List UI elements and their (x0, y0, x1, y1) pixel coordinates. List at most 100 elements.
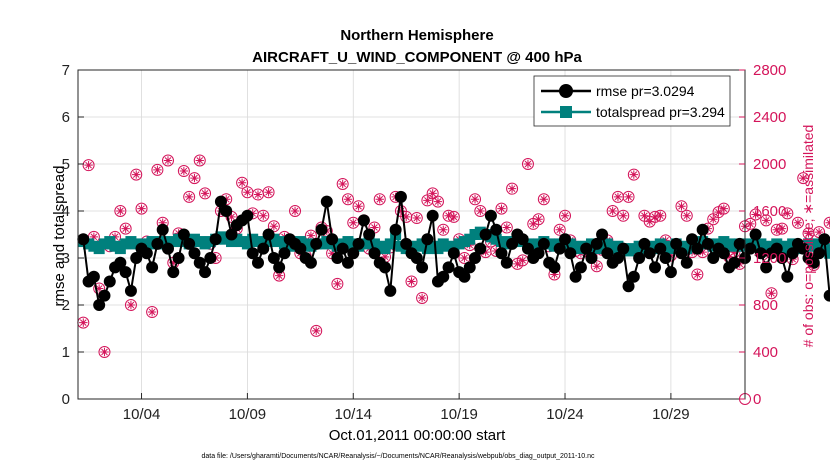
rmse-point (410, 252, 423, 264)
rmse-point (696, 223, 709, 236)
obs-assimilated-point (380, 252, 390, 262)
x-tick-label: 10/24 (546, 406, 584, 423)
rmse-point (146, 261, 159, 274)
obs-assimilated-point (179, 166, 189, 176)
rmse-point (506, 237, 519, 250)
rmse-point (294, 242, 307, 255)
rmse-point (341, 256, 354, 269)
obs-assimilated-point (396, 206, 406, 216)
rmse-point (728, 256, 741, 269)
rmse-point (251, 256, 264, 269)
rmse-point (818, 233, 830, 246)
obs-possible-point (495, 202, 508, 215)
rmse-point (257, 242, 270, 255)
rmse-point (638, 237, 651, 250)
obs-assimilated-point (730, 247, 739, 257)
obs-assimilated-point (714, 207, 723, 217)
obs-possible-point (675, 200, 688, 213)
rmse-point (574, 261, 587, 274)
rmse-point (241, 209, 254, 222)
obs-assimilated-point (94, 284, 104, 293)
obs-assimilated-point (349, 218, 358, 227)
rmse-point (426, 209, 439, 222)
obs-assimilated-point (555, 225, 564, 234)
obs-assimilated-point (751, 210, 760, 219)
obs-assimilated-point (804, 229, 813, 238)
obs-assimilated-point (449, 212, 459, 222)
obs-assimilated-point (624, 192, 633, 202)
rmse-point (659, 252, 672, 264)
obs-assimilated-point (470, 195, 480, 204)
legend-rmse-marker (559, 84, 573, 98)
obs-possible-point (559, 209, 572, 222)
obs-assimilated-point (645, 217, 654, 226)
rmse-point (262, 228, 275, 241)
obs-possible-point (776, 222, 789, 235)
y-right-tick-label: 1600 (753, 203, 786, 220)
x-axis-label: Oct.01,2011 00:00:00 start (329, 427, 506, 444)
rmse-point (744, 242, 757, 255)
rmse-point (368, 247, 381, 260)
obs-possible-point (236, 176, 249, 189)
rmse-point (320, 195, 333, 208)
rmse-point (363, 228, 376, 241)
x-tick-label: 10/29 (652, 406, 690, 423)
y-left-tick-label: 4 (62, 203, 70, 220)
y-left-tick-label: 2 (62, 297, 70, 314)
obs-assimilated-point (126, 300, 136, 310)
obs-possible-point (161, 154, 174, 167)
rmse-point (654, 242, 667, 255)
y-left-tick-label: 3 (62, 250, 70, 267)
rmse-point (548, 261, 561, 274)
rmse-point (537, 237, 550, 250)
obs-assimilated-point (259, 211, 268, 220)
rmse-point (103, 275, 116, 288)
rmse-point (140, 247, 153, 260)
rmse-point (421, 233, 434, 246)
obs-assimilated-point (253, 190, 263, 199)
obs-possible-point (82, 159, 95, 172)
obs-possible-point (622, 190, 635, 203)
obs-possible-point (135, 202, 148, 215)
obs-assimilated-point (476, 206, 485, 216)
rmse-point (400, 237, 413, 250)
obs-possible-point (416, 291, 429, 304)
y-axis-right: 0 400 800 1200 1600 2000 2400 2800 (739, 62, 786, 408)
obs-possible-point (537, 193, 550, 206)
obs-possible-point (341, 193, 354, 206)
rmse-point (717, 247, 730, 260)
y-right-tick-label: 2400 (753, 109, 786, 126)
rmse-point (172, 252, 185, 264)
rmse-point (209, 233, 222, 246)
obs-assimilated-point (290, 206, 300, 216)
obs-possible-point (373, 193, 386, 206)
obs-assimilated-point (439, 225, 448, 234)
obs-assimilated-point (100, 347, 109, 357)
obs-assimilated-point (698, 247, 707, 257)
obs-assimilated-point (237, 178, 247, 187)
obs-assimilated-point (709, 215, 718, 224)
obs-possible-point (331, 277, 344, 290)
x-tick-label: 10/14 (334, 406, 372, 423)
obs-possible-point (146, 306, 159, 319)
obs-assimilated-point (243, 188, 252, 197)
obs-assimilated-point (613, 192, 623, 202)
obs-assimilated-point (195, 156, 204, 165)
rmse-point (352, 237, 365, 250)
rmse-point (331, 252, 344, 264)
obs-assimilated-point (502, 223, 511, 232)
rmse-point (177, 228, 190, 241)
rmse-point (357, 214, 370, 227)
obs-assimilated-point (783, 209, 792, 218)
obs-possible-point (188, 172, 201, 185)
rmse-point (225, 228, 238, 241)
rmse-point (569, 270, 582, 283)
rmse-point (807, 256, 820, 269)
obs-possible-point (627, 168, 640, 181)
rmse-point (220, 205, 233, 217)
rmse-point (675, 247, 688, 260)
obs-possible-point (199, 187, 212, 200)
totalspread-point (384, 238, 396, 250)
obs-assimilated-point (407, 277, 416, 286)
rmse-point (151, 237, 164, 250)
